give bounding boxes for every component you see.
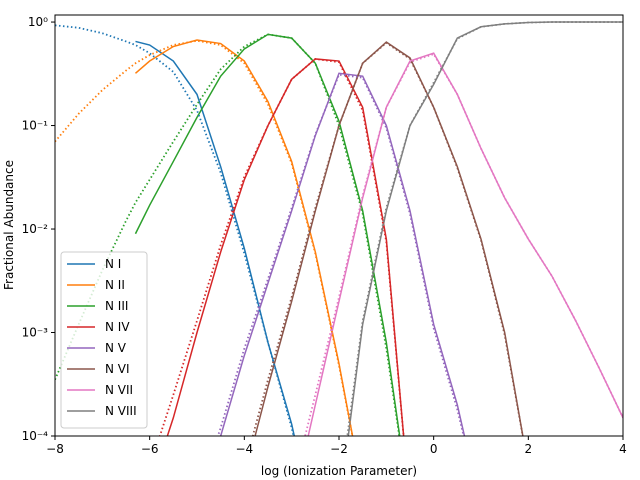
series-line: [158, 58, 405, 436]
legend-label: N V: [105, 341, 127, 355]
y-tick-label: 10⁰: [28, 15, 48, 29]
series-line: [55, 24, 295, 436]
legend-label: N VII: [105, 383, 133, 397]
series-line: [55, 33, 401, 436]
x-tick-label: −2: [330, 442, 348, 456]
x-tick-label: −4: [235, 442, 253, 456]
plot-lines: [55, 21, 623, 436]
series-line: [304, 53, 623, 436]
x-tick-label: −8: [46, 442, 64, 456]
y-tick-label: 10⁻³: [22, 326, 49, 340]
series-line: [135, 40, 296, 436]
series-line: [216, 73, 465, 436]
x-tick-label: 2: [525, 442, 533, 456]
x-axis-label: log (Ionization Parameter): [261, 464, 417, 478]
x-tick-label: 4: [619, 442, 627, 456]
legend-label: N III: [105, 299, 128, 313]
y-tick-label: 10⁻²: [22, 222, 49, 236]
x-tick-label: 0: [430, 442, 438, 456]
series-line: [166, 58, 405, 436]
legend-label: N IV: [105, 320, 130, 334]
series-line: [55, 39, 354, 436]
legend-box: [60, 251, 148, 429]
y-tick-label: 10⁻¹: [22, 119, 49, 133]
legend-label: N II: [105, 278, 125, 292]
legend-label: N VIII: [105, 404, 137, 418]
y-tick-label: 10⁻⁴: [22, 429, 49, 443]
series-line: [346, 21, 623, 436]
y-axis-label: Fractional Abundance: [2, 160, 16, 290]
legend-label: N I: [105, 257, 121, 271]
legend-label: N VI: [105, 362, 130, 376]
x-tick-label: −6: [141, 442, 159, 456]
series-line: [251, 41, 524, 436]
